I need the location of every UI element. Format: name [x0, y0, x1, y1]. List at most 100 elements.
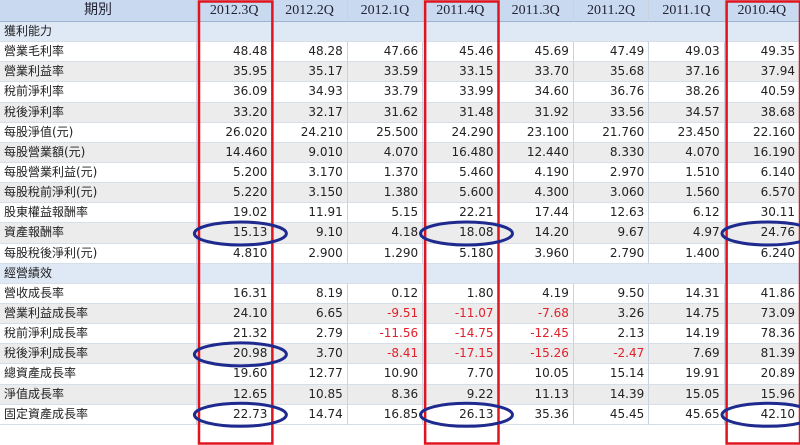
value-cell: 6.570 — [724, 183, 800, 204]
row-label: 稅前淨利率 — [0, 82, 197, 103]
value-cell: -7.68 — [498, 304, 574, 325]
section-fill — [197, 263, 800, 284]
value-cell: 12.63 — [573, 203, 650, 224]
value-cell: -17.15 — [423, 344, 499, 365]
value-cell: 35.68 — [573, 62, 650, 83]
value-cell: 2.790 — [573, 243, 650, 264]
value-cell: -15.26 — [498, 344, 574, 365]
value-cell: 38.68 — [724, 102, 800, 123]
value-cell: 15.96 — [724, 384, 800, 405]
value-cell: 4.070 — [347, 142, 424, 163]
value-cell: 10.90 — [347, 364, 424, 385]
value-cell: 37.16 — [649, 62, 725, 83]
section-fill — [197, 22, 800, 43]
value-cell: 33.70 — [498, 62, 574, 83]
value-cell: 3.960 — [498, 243, 574, 264]
value-cell: 31.62 — [347, 102, 424, 123]
value-cell: 8.36 — [347, 384, 424, 405]
value-cell: 0.12 — [347, 283, 424, 304]
value-cell: 37.94 — [724, 62, 800, 83]
row-label: 總資產成長率 — [0, 364, 197, 385]
header-cell: 2012.2Q — [272, 0, 348, 22]
value-cell: -11.07 — [423, 304, 499, 325]
value-cell: 1.80 — [423, 283, 499, 304]
value-cell: 14.460 — [197, 142, 273, 163]
value-cell: 45.46 — [423, 42, 499, 63]
value-cell: 36.76 — [573, 82, 650, 103]
value-cell: 17.44 — [498, 203, 574, 224]
row-label: 資產報酬率 — [0, 223, 197, 244]
value-cell: 2.970 — [573, 163, 650, 184]
value-cell: 16.190 — [724, 142, 800, 163]
value-cell: 1.290 — [347, 243, 424, 264]
header-cell: 2011.2Q — [573, 0, 650, 22]
value-cell: 19.02 — [197, 203, 273, 224]
value-cell: -11.56 — [347, 324, 424, 345]
value-cell: 2.79 — [272, 324, 348, 345]
value-cell: 9.50 — [573, 283, 650, 304]
value-cell: 9.22 — [423, 384, 499, 405]
value-cell: 4.070 — [649, 142, 725, 163]
value-cell: 6.140 — [724, 163, 800, 184]
value-cell: -8.41 — [347, 344, 424, 365]
value-cell: 3.170 — [272, 163, 348, 184]
value-cell: 34.57 — [649, 102, 725, 123]
value-cell: 1.370 — [347, 163, 424, 184]
value-cell: 26.020 — [197, 122, 273, 143]
value-cell: 6.12 — [649, 203, 725, 224]
value-cell: 24.210 — [272, 122, 348, 143]
value-cell: 22.160 — [724, 122, 800, 143]
value-cell: 4.18 — [347, 223, 424, 244]
value-cell: 5.600 — [423, 183, 499, 204]
header-cell: 2011.1Q — [649, 0, 725, 22]
value-cell: 11.13 — [498, 384, 574, 405]
value-cell: 45.45 — [573, 404, 650, 425]
value-cell: 9.10 — [272, 223, 348, 244]
value-cell: 10.05 — [498, 364, 574, 385]
value-cell: 12.65 — [197, 384, 273, 405]
value-cell: 30.11 — [724, 203, 800, 224]
value-cell: 15.05 — [649, 384, 725, 405]
row-label: 營業利益率 — [0, 62, 197, 83]
value-cell: 14.74 — [272, 404, 348, 425]
value-cell: 35.36 — [498, 404, 574, 425]
value-cell: 49.35 — [724, 42, 800, 63]
value-cell: 33.20 — [197, 102, 273, 123]
value-cell: 33.56 — [573, 102, 650, 123]
header-cell: 期別 — [0, 0, 197, 22]
value-cell: 14.31 — [649, 283, 725, 304]
value-cell: 16.31 — [197, 283, 273, 304]
value-cell: 3.060 — [573, 183, 650, 204]
value-cell: 1.560 — [649, 183, 725, 204]
value-cell: 45.69 — [498, 42, 574, 63]
value-cell: -14.75 — [423, 324, 499, 345]
header-cell: 2011.4Q — [423, 0, 499, 22]
value-cell: 31.92 — [498, 102, 574, 123]
value-cell: -2.47 — [573, 344, 650, 365]
value-cell: 23.450 — [649, 122, 725, 143]
value-cell: 33.79 — [347, 82, 424, 103]
value-cell: 36.09 — [197, 82, 273, 103]
value-cell: 38.26 — [649, 82, 725, 103]
value-cell: 33.99 — [423, 82, 499, 103]
value-cell: 6.240 — [724, 243, 800, 264]
row-label: 稅後淨利成長率 — [0, 344, 197, 365]
value-cell: 14.39 — [573, 384, 650, 405]
value-cell: 8.19 — [272, 283, 348, 304]
value-cell: 45.65 — [649, 404, 725, 425]
value-cell: 7.69 — [649, 344, 725, 365]
value-cell: 34.93 — [272, 82, 348, 103]
value-cell: 11.91 — [272, 203, 348, 224]
value-cell: 26.13 — [423, 404, 499, 425]
value-cell: 2.13 — [573, 324, 650, 345]
value-cell: 25.500 — [347, 122, 424, 143]
value-cell: 48.28 — [272, 42, 348, 63]
value-cell: 4.810 — [197, 243, 273, 264]
value-cell: 1.510 — [649, 163, 725, 184]
value-cell: 15.13 — [197, 223, 273, 244]
value-cell: -9.51 — [347, 304, 424, 325]
row-label: 營業利益成長率 — [0, 304, 197, 325]
value-cell: 23.100 — [498, 122, 574, 143]
